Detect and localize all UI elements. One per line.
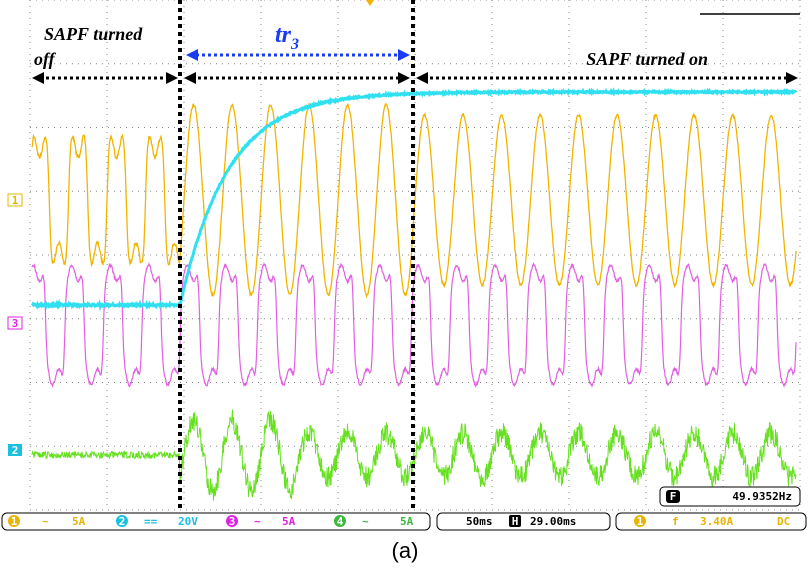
status-channels [1, 512, 431, 531]
channel-marker-label: 3 [12, 317, 19, 330]
status-position: 29.00ms [530, 515, 576, 528]
status-trigger-level: 3.40A [700, 515, 733, 528]
status-ch1-num: 1 [11, 515, 18, 528]
annotation: SAPF turned on [586, 49, 708, 69]
status-trigger [615, 512, 807, 531]
status-ch4-num: 4 [337, 515, 344, 528]
status-position-icon: H [512, 515, 519, 528]
status-ch4-scale: 5A [400, 515, 414, 528]
status-ch3-coupling: ~ [254, 515, 261, 528]
rise-time-main: tr [275, 22, 292, 48]
status-timebase [436, 512, 611, 531]
annotation: SAPF turned [44, 24, 143, 44]
channel-marker [7, 193, 23, 207]
status-ch4-coupling: ~ [362, 515, 369, 528]
channel-marker-label: 1 [12, 194, 19, 207]
annotation: off [34, 49, 57, 69]
frequency-value: 49.9352Hz [732, 490, 792, 503]
status-trigger-channel: 1 [637, 515, 644, 528]
waveform [31, 102, 797, 299]
status-timebase-value: 50ms [466, 515, 493, 528]
caption: (a) [392, 538, 419, 563]
status-ch3-num: 3 [229, 515, 236, 528]
rise-time-sub: 3 [290, 36, 299, 53]
status-ch2-scale: 20V [178, 515, 198, 528]
channel-marker-label: 2 [12, 444, 19, 457]
rise-time-label: tr3 [275, 22, 299, 53]
arrow-heads [32, 72, 798, 84]
status-ch2-coupling: == [144, 515, 158, 528]
channel-marker [7, 316, 23, 330]
status-ch1-scale: 5A [72, 515, 86, 528]
frequency-icon: F [670, 490, 677, 503]
frequency-icon-bg [666, 490, 680, 503]
status-ch1-coupling: ~ [42, 515, 49, 528]
status-trigger-coupling: DC [777, 515, 790, 528]
status-ch2-num: 2 [119, 515, 126, 528]
status-ch3-scale: 5A [282, 515, 296, 528]
channel-marker [8, 444, 22, 456]
frequency-box [659, 486, 801, 507]
waveform [30, 87, 798, 312]
status-trigger-slope: f [672, 515, 679, 528]
trigger-marker [366, 0, 374, 6]
